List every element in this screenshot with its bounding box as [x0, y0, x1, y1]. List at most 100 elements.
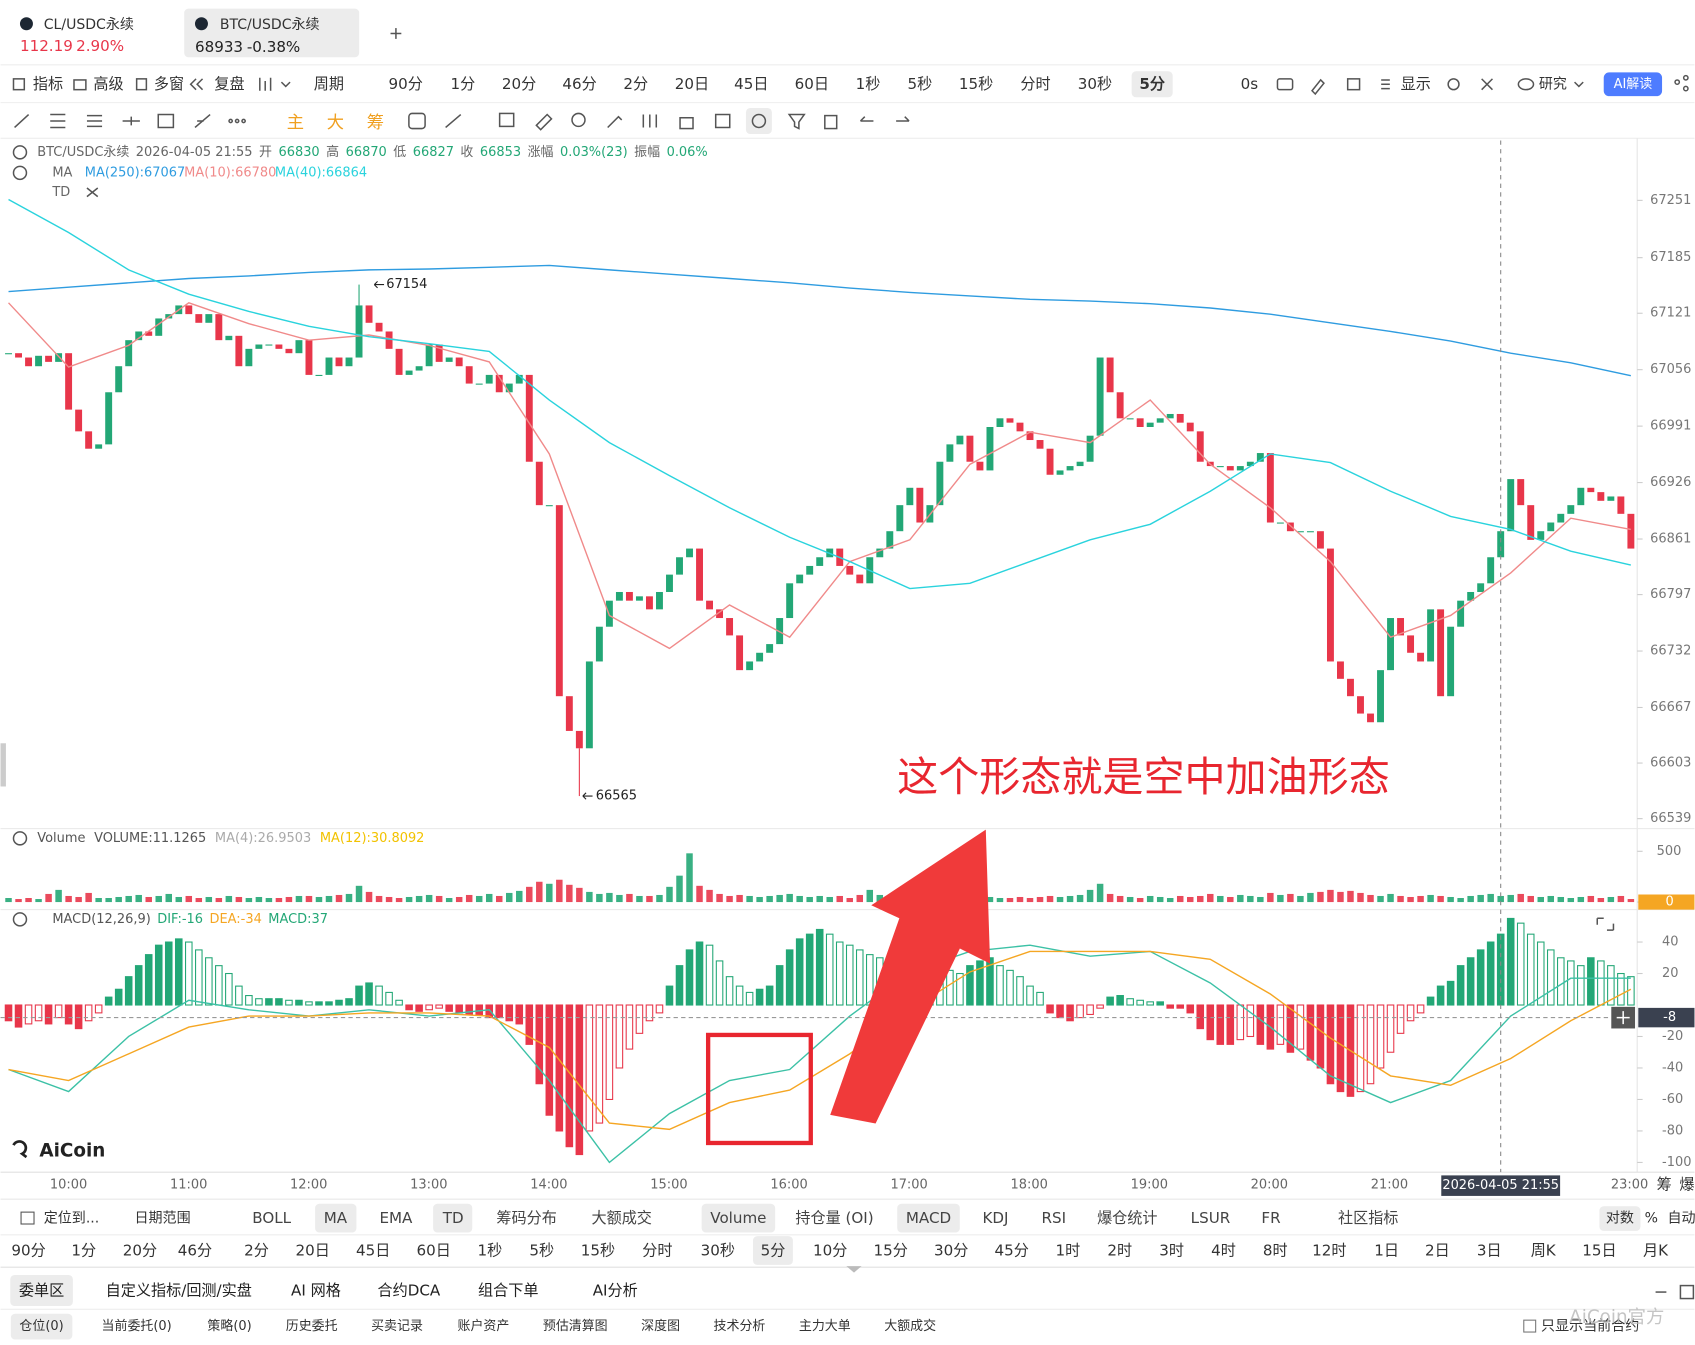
indicator-toggle[interactable]: EMA	[379, 1209, 413, 1227]
order-tab[interactable]: 预估清算图	[543, 1319, 608, 1334]
period-button[interactable]: 月K	[1643, 1242, 1669, 1260]
period-button[interactable]: 15日	[1582, 1242, 1616, 1260]
period-button[interactable]: 分时	[642, 1242, 672, 1260]
order-tab[interactable]: 当前委托(0)	[102, 1318, 172, 1334]
indicator-toggle[interactable]: 大额成交	[591, 1209, 651, 1227]
add-tab[interactable]	[390, 28, 402, 39]
order-tab[interactable]: 主力大单	[799, 1319, 851, 1334]
ai-button[interactable]: AI解读	[1614, 77, 1653, 92]
indicator-toggle[interactable]: MA	[324, 1209, 348, 1227]
period-button[interactable]: 46分	[178, 1242, 212, 1260]
period-button[interactable]: 3日	[1477, 1242, 1502, 1260]
tab-symbol[interactable]: BTC/USDC永续	[220, 16, 320, 33]
indicator-toggle[interactable]: 持仓量 (OI)	[795, 1209, 873, 1227]
period-button[interactable]: 周K	[1531, 1242, 1557, 1260]
indicator-toggle[interactable]: TD	[442, 1209, 464, 1227]
date-range-dropdown[interactable]: 日期范围	[134, 1210, 190, 1227]
panel-handle[interactable]	[846, 1266, 862, 1273]
active-tab-bg[interactable]	[184, 8, 360, 58]
order-tab[interactable]: 历史委托	[286, 1319, 338, 1334]
axis-extra[interactable]: 爆	[1679, 1176, 1694, 1194]
chart-mode[interactable]: 大	[327, 113, 344, 133]
period-button[interactable]: 1分	[451, 75, 476, 93]
indicator-toggle[interactable]: 社区指标	[1338, 1209, 1398, 1227]
period-button[interactable]: 2分	[623, 75, 648, 93]
period-button[interactable]: 20分	[502, 75, 536, 93]
period-button[interactable]: 12时	[1312, 1242, 1346, 1260]
axis-extra[interactable]: 筹	[1657, 1176, 1672, 1194]
scale-toggle[interactable]: %	[1645, 1211, 1658, 1227]
tool-button[interactable]: 复盘	[214, 75, 244, 93]
period-button[interactable]: 1时	[1056, 1242, 1081, 1260]
order-tab[interactable]: 技术分析	[714, 1319, 766, 1334]
indicator-toggle[interactable]: Volume	[710, 1209, 766, 1227]
panel-tab[interactable]: AI 网格	[291, 1281, 341, 1299]
period-button[interactable]: 15分	[874, 1242, 908, 1260]
indicator-toggle[interactable]: KDJ	[983, 1209, 1009, 1227]
period-button[interactable]: 46分	[562, 75, 596, 93]
period-button[interactable]: 2分	[244, 1242, 269, 1260]
period-button[interactable]: 45分	[995, 1242, 1029, 1260]
period-button[interactable]: 45日	[356, 1242, 390, 1260]
period-button[interactable]: 1秒	[478, 1242, 503, 1260]
period-button[interactable]: 30分	[934, 1242, 968, 1260]
toolbar-icons[interactable]	[12, 74, 1689, 96]
period-button[interactable]: 8时	[1263, 1242, 1288, 1260]
order-tab[interactable]: 大额成交	[884, 1318, 936, 1334]
order-tab[interactable]: 账户资产	[458, 1318, 510, 1334]
order-tab[interactable]: 买卖记录	[371, 1319, 423, 1334]
only-current-toggle[interactable]: 只显示当前合约	[1541, 1318, 1639, 1335]
indicator-toggle[interactable]: 爆仓统计	[1097, 1209, 1157, 1227]
indicator-toggle[interactable]: FR	[1261, 1209, 1281, 1227]
period-button[interactable]: 2时	[1107, 1242, 1132, 1260]
tool-button[interactable]: 高级	[93, 75, 123, 93]
period-button[interactable]: 30秒	[1078, 75, 1112, 93]
period-button[interactable]: 4时	[1211, 1242, 1236, 1260]
period-button[interactable]: 45日	[734, 75, 768, 93]
period-button[interactable]: 1秒	[856, 75, 881, 93]
chart-mode[interactable]: 筹	[367, 113, 384, 133]
period-button[interactable]: 60日	[417, 1242, 451, 1260]
locate-button[interactable]: 定位到...	[44, 1211, 99, 1227]
display-button[interactable]: 显示	[1401, 75, 1431, 93]
scale-toggle[interactable]: 自动	[1667, 1211, 1695, 1227]
tool-button[interactable]: 指标	[33, 75, 63, 93]
period-button[interactable]: 30秒	[701, 1242, 735, 1260]
period-button[interactable]: 15秒	[959, 75, 993, 93]
panel-tab[interactable]: AI分析	[593, 1281, 638, 1299]
period-button[interactable]: 20日	[675, 75, 709, 93]
indicator-toggle[interactable]: RSI	[1042, 1209, 1067, 1227]
period-button[interactable]: 5分	[761, 1242, 786, 1260]
period-dropdown[interactable]: 周期	[314, 75, 344, 93]
order-tab[interactable]: 深度图	[641, 1318, 680, 1334]
period-button[interactable]: 5秒	[529, 1242, 554, 1260]
period-button[interactable]: 1分	[71, 1242, 96, 1260]
pane-icons[interactable]	[12, 145, 1695, 1300]
panel-tab[interactable]: 自定义指标/回测/实盘	[106, 1281, 252, 1299]
drawing-tools[interactable]	[14, 108, 910, 134]
ai-button-bg[interactable]	[1603, 72, 1663, 97]
period-button[interactable]: 分时	[1020, 75, 1050, 93]
order-tab[interactable]: 仓位(0)	[19, 1319, 63, 1334]
indicator-toggle[interactable]: BOLL	[252, 1209, 291, 1227]
period-button[interactable]: 15秒	[581, 1242, 615, 1260]
period-button[interactable]: 1日	[1374, 1242, 1399, 1260]
tab-symbol[interactable]: CL/USDC永续	[44, 16, 134, 33]
scale-toggle[interactable]: 对数	[1606, 1211, 1634, 1227]
period-button[interactable]: 10分	[813, 1242, 847, 1260]
period-button[interactable]: 5秒	[908, 75, 933, 93]
period-button[interactable]: 60日	[795, 75, 829, 93]
indicator-toggle[interactable]: LSUR	[1191, 1209, 1231, 1227]
period-button[interactable]: 90分	[11, 1242, 45, 1260]
period-button[interactable]: 90分	[388, 75, 422, 93]
research-button[interactable]: 研究	[1539, 76, 1567, 92]
chart-mode[interactable]: 主	[287, 113, 304, 133]
indicator-toggle[interactable]: 筹码分布	[496, 1209, 556, 1227]
indicator-toggle[interactable]: MACD	[906, 1209, 951, 1227]
period-button[interactable]: 2日	[1425, 1242, 1450, 1260]
panel-tab[interactable]: 组合下单	[478, 1281, 538, 1299]
side-handle[interactable]	[0, 743, 6, 787]
period-button[interactable]: 20分	[123, 1242, 157, 1260]
order-tab[interactable]: 策略(0)	[207, 1318, 251, 1334]
period-button[interactable]: 5分	[1139, 75, 1166, 93]
